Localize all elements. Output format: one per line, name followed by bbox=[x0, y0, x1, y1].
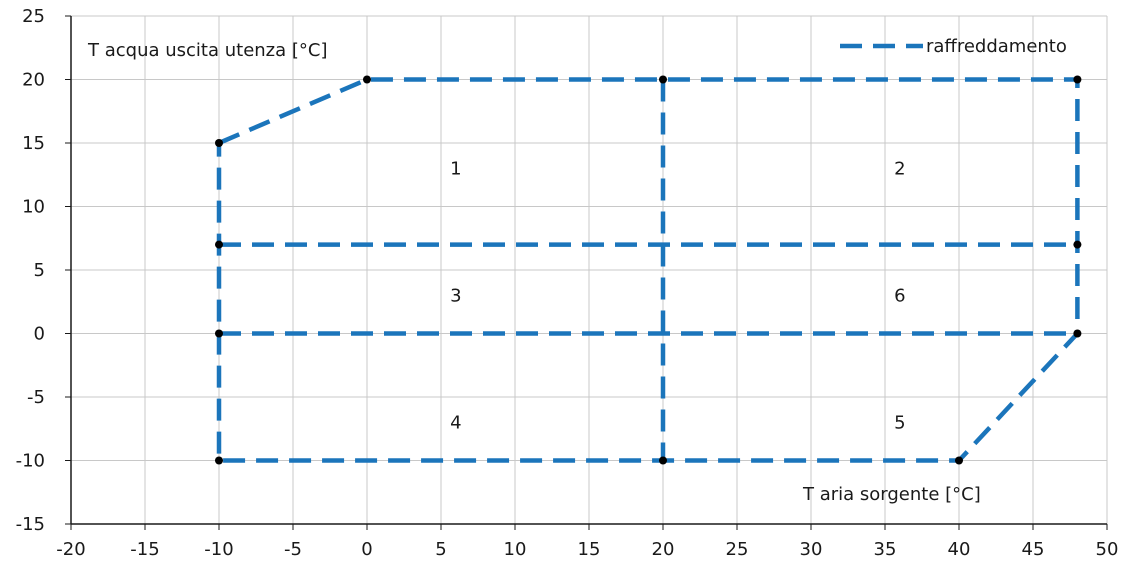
y-tick-label: -5 bbox=[27, 387, 45, 408]
data-point bbox=[955, 456, 963, 465]
data-point bbox=[363, 75, 371, 84]
x-tick-label: 50 bbox=[1096, 539, 1119, 560]
data-point bbox=[1073, 75, 1082, 84]
y-tick-label: 15 bbox=[22, 133, 45, 154]
y-tick-label: 5 bbox=[34, 260, 45, 281]
x-tick-label: 0 bbox=[361, 539, 372, 560]
x-tick-label: -15 bbox=[130, 539, 159, 560]
data-point bbox=[1073, 240, 1082, 249]
data-point bbox=[659, 456, 667, 465]
data-point bbox=[1073, 329, 1082, 338]
data-point bbox=[215, 139, 223, 147]
x-tick-label: 35 bbox=[874, 539, 897, 560]
y-tick-label: -15 bbox=[16, 514, 45, 535]
vertex-markers bbox=[215, 75, 1082, 465]
x-tick-label: 45 bbox=[1022, 539, 1045, 560]
zone-label: 1 bbox=[450, 158, 461, 179]
x-tick-label: -10 bbox=[204, 539, 233, 560]
legend-label-raffreddamento: raffreddamento bbox=[926, 36, 1067, 57]
x-tick-label: 40 bbox=[948, 539, 971, 560]
y-tick-label: 20 bbox=[22, 70, 45, 91]
x-tick-label: -5 bbox=[284, 539, 302, 560]
y-axis-title: T acqua uscita utenza [°C] bbox=[87, 40, 327, 61]
x-tick-label: 30 bbox=[800, 539, 823, 560]
zone-label: 5 bbox=[894, 412, 905, 433]
x-tick-label: 25 bbox=[726, 539, 749, 560]
zone-label: 4 bbox=[450, 412, 461, 433]
data-point bbox=[659, 75, 667, 84]
x-tick-label: 15 bbox=[578, 539, 601, 560]
y-tick-label: 10 bbox=[22, 197, 45, 218]
data-point bbox=[215, 240, 223, 249]
x-tick-label: 5 bbox=[435, 539, 446, 560]
data-point bbox=[215, 329, 223, 338]
zone-labels: 1 2 3 6 4 5 bbox=[450, 158, 905, 433]
data-point bbox=[215, 456, 223, 465]
legend: raffreddamento bbox=[840, 36, 1067, 57]
y-tick-label: -10 bbox=[16, 451, 45, 472]
x-axis-title: T aria sorgente [°C] bbox=[802, 484, 981, 505]
y-tick-label: 0 bbox=[34, 324, 45, 345]
zone-label: 2 bbox=[894, 158, 905, 179]
grid bbox=[71, 15, 1108, 524]
x-tick-label: 20 bbox=[652, 539, 675, 560]
y-tick-label: 25 bbox=[22, 6, 45, 27]
x-tick-label: 10 bbox=[504, 539, 527, 560]
axes: -20 -15 -10 -5 0 5 10 15 20 25 30 35 40 45 50-15-10-50… bbox=[16, 6, 1119, 560]
zone-label: 3 bbox=[450, 285, 461, 306]
x-tick-label: -20 bbox=[56, 539, 85, 560]
zone-label: 6 bbox=[894, 285, 905, 306]
